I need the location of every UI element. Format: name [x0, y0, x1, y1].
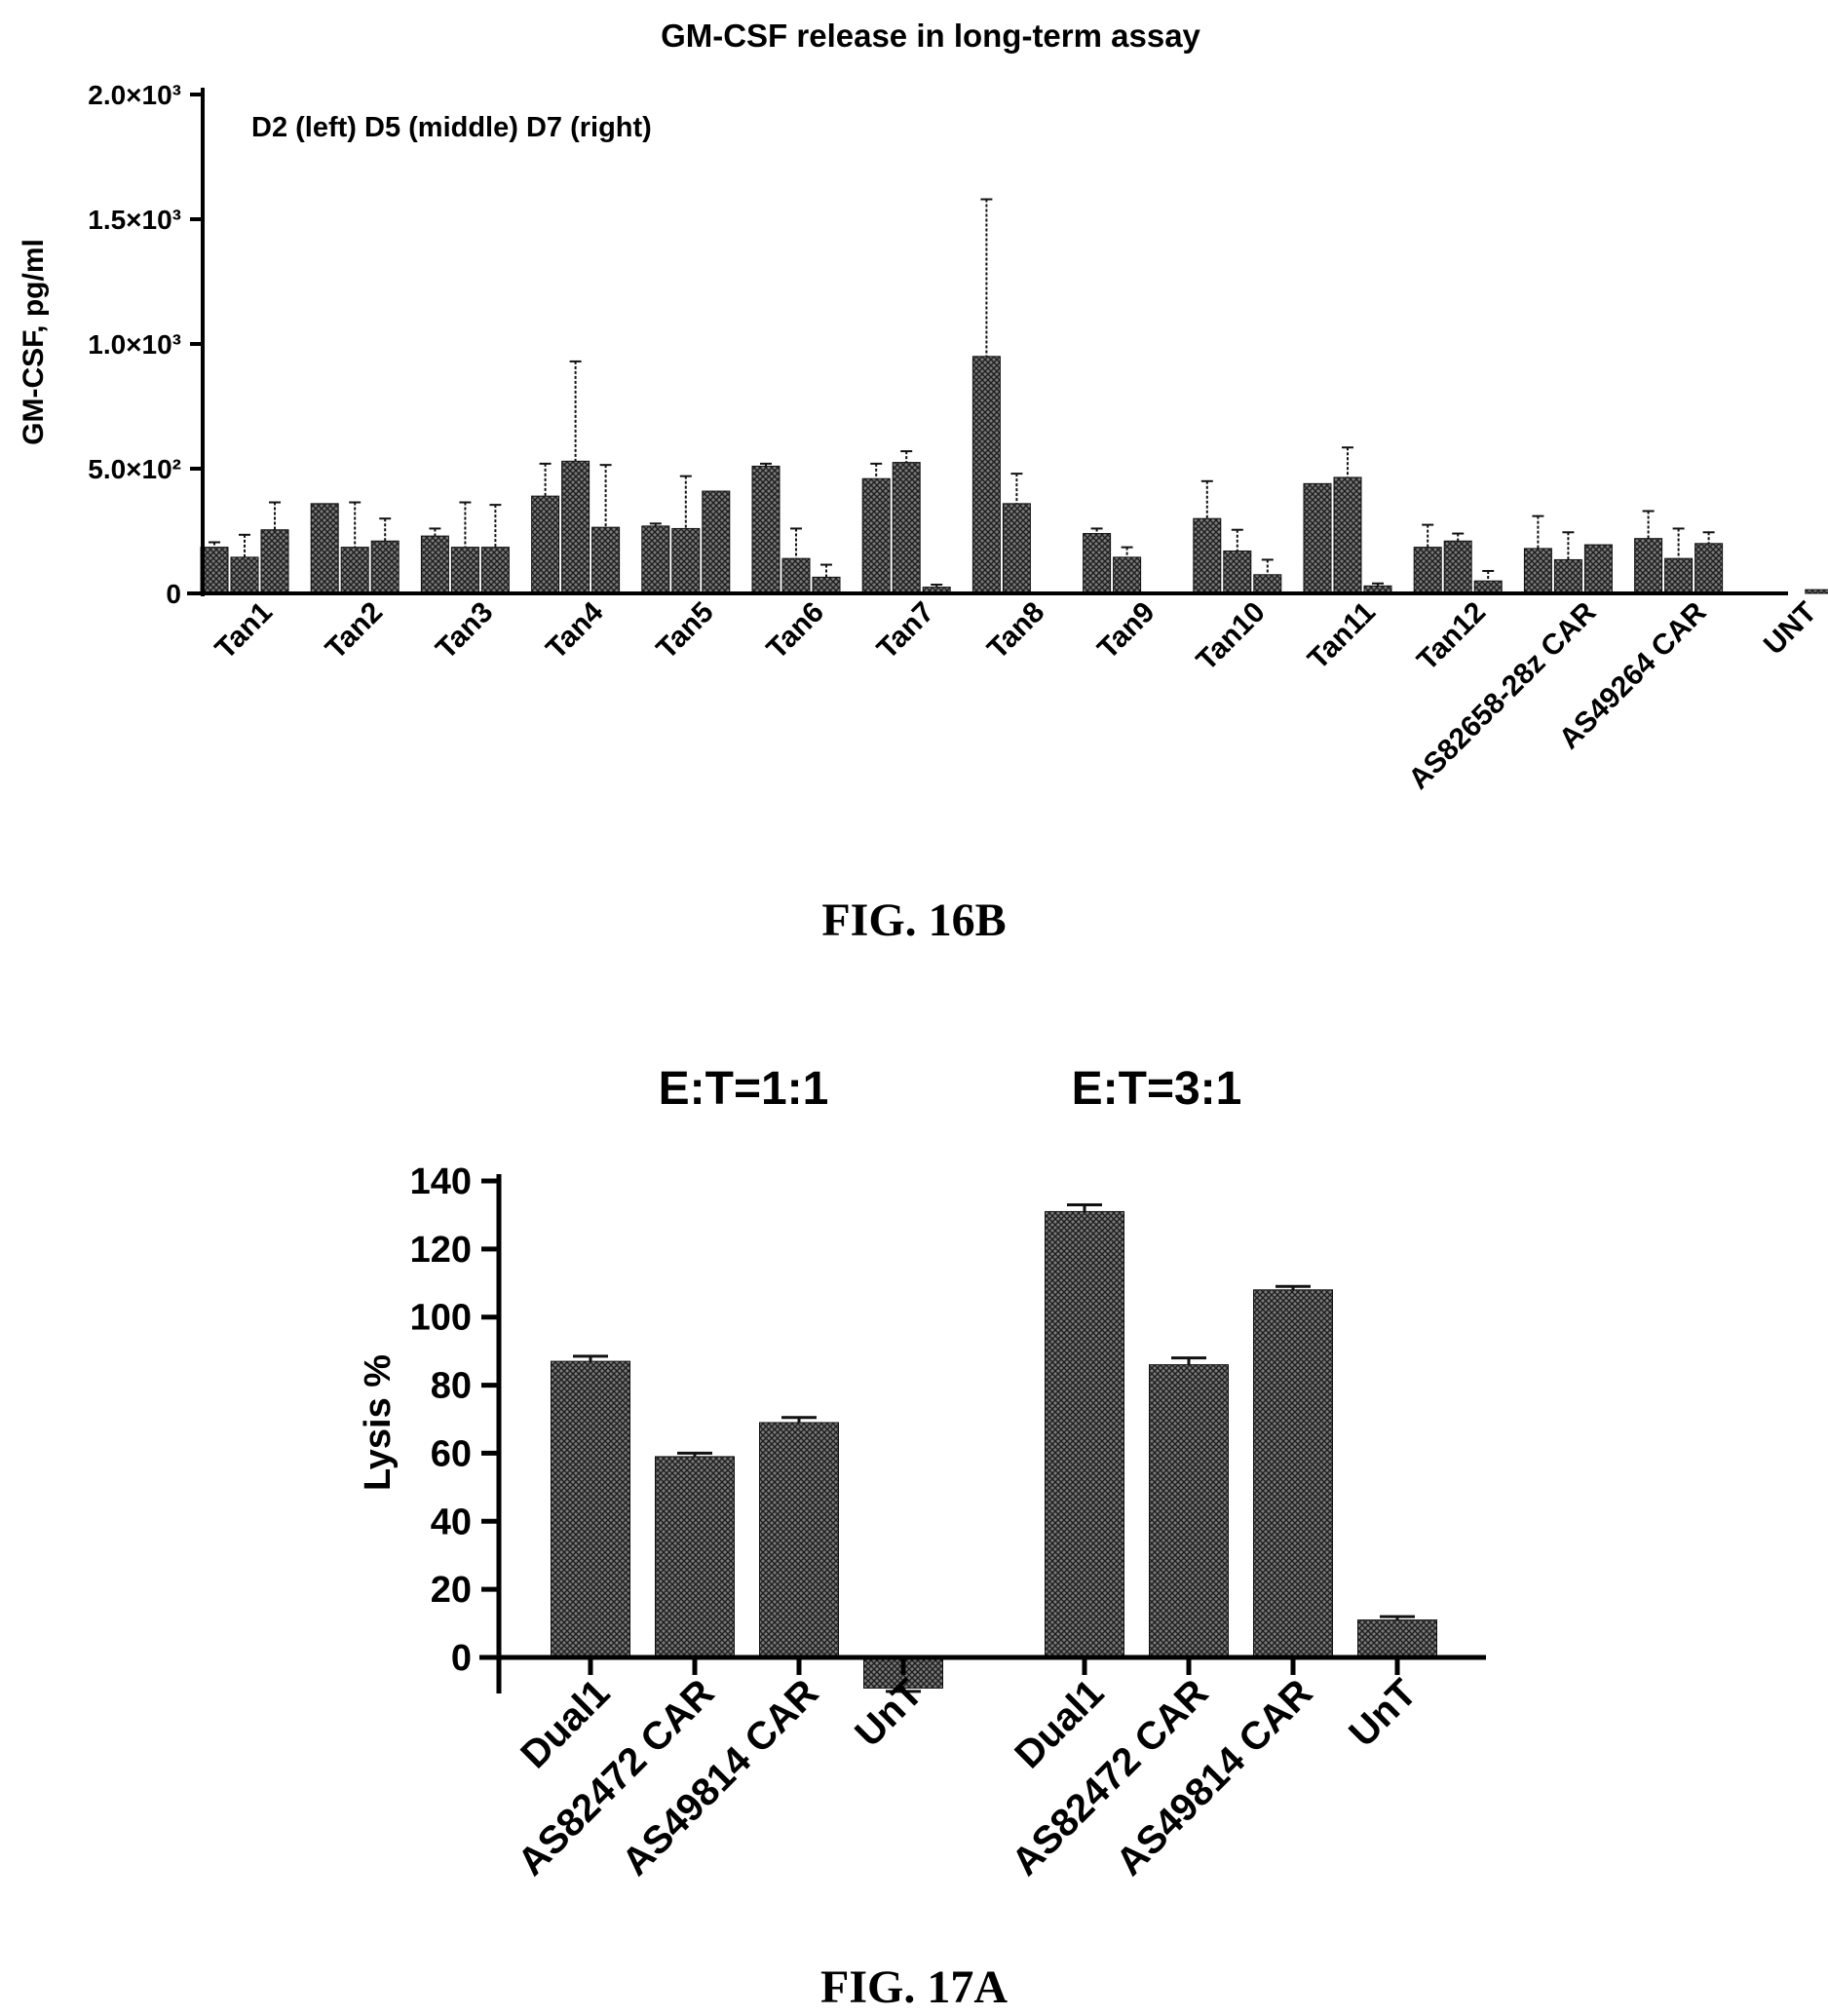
bar: [781, 557, 811, 594]
bar: [655, 1456, 735, 1658]
bar: [1113, 556, 1142, 594]
x-tick-label: AS82658-28z CAR: [1402, 595, 1602, 795]
y-tick-label: 0: [166, 579, 181, 609]
bar: [1413, 547, 1442, 594]
y-axis-label: GM-CSF, pg/ml: [18, 239, 50, 445]
x-tick-label: Tan7: [871, 596, 940, 666]
bar: [892, 462, 921, 594]
bar: [671, 527, 701, 594]
x-tick-label: Tan1: [209, 596, 279, 666]
bar: [1253, 1289, 1333, 1658]
bar: [1805, 589, 1828, 594]
figure-caption: FIG. 17A: [820, 1961, 1008, 2013]
y-tick-label: 120: [410, 1230, 472, 1271]
y-tick-label: 0: [451, 1638, 472, 1679]
x-tick-label: Tan2: [320, 596, 389, 666]
bar: [591, 526, 621, 594]
series-annotation: D2 (left) D5 (middle) D7 (right): [251, 112, 652, 143]
group-title-1: E:T=1:1: [659, 1063, 829, 1115]
bar: [1443, 540, 1472, 594]
bar: [1083, 533, 1112, 594]
x-tick-label: UNT: [1758, 596, 1823, 662]
bar: [702, 490, 731, 594]
x-tick-label: Tan3: [430, 596, 499, 666]
y-tick-label: 1.0×10³: [88, 329, 181, 360]
bar: [370, 540, 400, 594]
x-tick-label: Tan11: [1302, 596, 1382, 676]
bar-group: [200, 198, 1828, 594]
x-axis-labels: Tan1 Tan2 Tan3 Tan4 Tan5 Tan6 Tan7 Tan8 Tan9 Tan1…: [209, 595, 1823, 795]
bar: [1695, 543, 1724, 594]
bar: [260, 529, 289, 594]
bar: [1634, 538, 1663, 594]
bar: [1553, 558, 1582, 594]
bar: [1149, 1364, 1229, 1658]
bar: [751, 465, 781, 594]
y-axis-ticks: 0 20 40 60 80 100 120 140: [410, 1161, 499, 1679]
y-tick-label: 2.0×10³: [88, 80, 181, 110]
chart-title: GM-CSF release in long-term assay: [661, 18, 1200, 54]
y-axis-label: Lysis %: [358, 1354, 399, 1491]
bar: [759, 1422, 839, 1658]
y-axis-ticks: 0 5.0×10² 1.0×10³ 1.5×10³ 2.0×10³: [88, 80, 203, 609]
x-tick-label: Tan4: [540, 595, 609, 665]
bar: [971, 356, 1001, 594]
group-title-2: E:T=3:1: [1072, 1063, 1242, 1115]
y-tick-label: 40: [431, 1502, 472, 1542]
figure-caption: FIG. 16B: [821, 894, 1006, 946]
bar: [1303, 482, 1332, 594]
bar: [561, 460, 590, 594]
bar: [812, 576, 841, 594]
x-tick-label: Tan6: [761, 596, 830, 666]
bar: [1193, 517, 1222, 594]
bar-group: [551, 1202, 1437, 1693]
bar: [1333, 476, 1362, 594]
y-tick-label: 5.0×10²: [88, 454, 181, 484]
bar: [450, 547, 479, 594]
x-tick-label: Tan10: [1191, 596, 1272, 677]
bar: [1357, 1619, 1437, 1658]
bar: [230, 556, 259, 594]
y-tick-label: 1.5×10³: [88, 205, 181, 235]
bar: [1523, 548, 1552, 594]
bar: [1223, 550, 1252, 594]
bar: [1002, 503, 1031, 594]
x-tick-label: Tan12: [1411, 596, 1492, 677]
y-tick-label: 80: [431, 1366, 472, 1407]
y-tick-label: 140: [410, 1161, 472, 1202]
bar: [200, 547, 229, 594]
bar: [1253, 574, 1282, 594]
bar: [531, 495, 560, 594]
bar: [340, 547, 369, 594]
bar: [551, 1360, 630, 1658]
x-tick-label: UnT: [1341, 1671, 1425, 1755]
bar: [641, 525, 670, 594]
bar: [861, 477, 891, 594]
x-tick-label: Tan9: [1091, 596, 1161, 666]
y-tick-label: 60: [431, 1433, 472, 1474]
bar: [420, 535, 449, 594]
y-tick-label: 20: [431, 1570, 472, 1611]
x-tick-label: Tan8: [981, 596, 1050, 666]
bar: [1045, 1210, 1124, 1658]
bar: [480, 547, 510, 594]
bar: [1583, 544, 1613, 594]
bar: [310, 503, 339, 594]
x-tick-label: Tan5: [650, 596, 719, 666]
bar: [1664, 557, 1694, 594]
y-tick-label: 100: [410, 1298, 472, 1339]
